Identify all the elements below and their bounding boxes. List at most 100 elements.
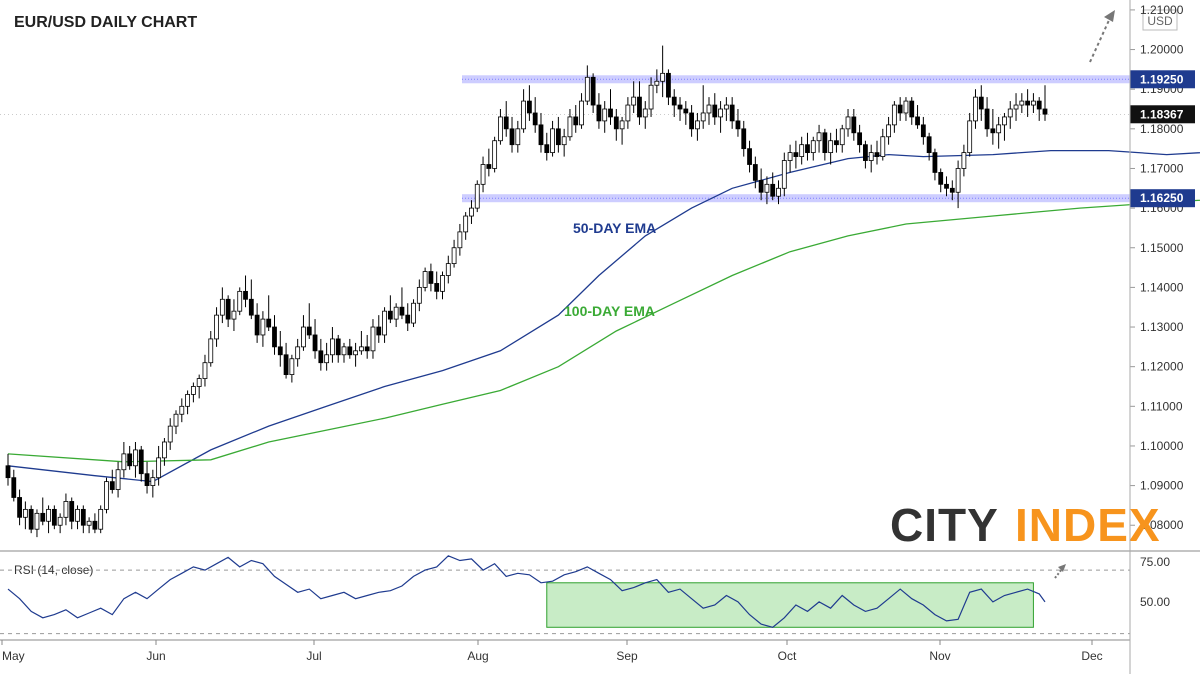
candle-body-down	[277, 346, 283, 356]
candle-body-up	[440, 275, 445, 292]
ema100-annotation: 100-DAY EMA	[564, 303, 655, 319]
candle	[949, 180, 955, 201]
candle-body-up	[695, 120, 700, 130]
candle-body-down	[978, 96, 984, 110]
candle	[86, 517, 92, 534]
candle-body-up	[654, 80, 660, 86]
candle-body-up	[816, 132, 822, 142]
candle-body-up	[474, 183, 480, 209]
candle-body-up	[190, 386, 196, 395]
candle-body-up	[237, 290, 243, 312]
candle	[874, 140, 880, 165]
candle	[451, 239, 457, 268]
candle-body-up	[723, 104, 729, 110]
candle	[920, 116, 926, 145]
candle	[202, 354, 208, 387]
candle-body-up	[903, 100, 909, 114]
candle-body-down	[666, 72, 671, 98]
candle-body-up	[799, 144, 805, 157]
time-tick-label: Nov	[929, 649, 950, 663]
candle-body-down	[138, 449, 144, 475]
candle	[700, 85, 706, 129]
price-tick-label: 1.14000	[1140, 280, 1184, 294]
candle	[422, 267, 428, 292]
candle-body-up	[781, 160, 787, 189]
candle-body-down	[932, 152, 938, 173]
candle-body-up	[133, 449, 138, 467]
candle	[358, 330, 364, 355]
price-levels	[0, 75, 1130, 203]
city-index-logo: CITY INDEX	[890, 499, 1160, 551]
candle	[695, 112, 700, 141]
candle-body-up	[469, 207, 474, 217]
candle-body-down	[805, 144, 810, 154]
candle	[80, 505, 86, 534]
candle-body-down	[671, 96, 677, 106]
candle	[776, 180, 781, 205]
candle	[619, 116, 625, 145]
candle	[277, 330, 283, 367]
price-tick-label: 1.11000	[1140, 399, 1183, 413]
candle	[608, 89, 613, 125]
candle	[28, 505, 34, 534]
candle	[109, 469, 115, 494]
candle-body-down	[596, 104, 602, 122]
candle	[955, 160, 961, 209]
candle-body-down	[5, 465, 11, 479]
candle-body-up	[787, 152, 793, 161]
candle	[69, 497, 75, 530]
candle	[370, 319, 376, 359]
candle-body-up	[104, 481, 109, 510]
time-tick-label: Aug	[467, 649, 488, 663]
candle	[625, 97, 631, 129]
candle	[312, 319, 318, 359]
candle-body-up	[451, 247, 457, 265]
candle-body-up	[515, 128, 521, 146]
time-tick-label: Jul	[306, 649, 321, 663]
candle	[411, 299, 416, 328]
price-tick-label: 1.09000	[1140, 479, 1184, 493]
candle-body-up	[550, 128, 555, 154]
candle	[880, 128, 886, 161]
candle	[961, 144, 967, 177]
candle	[1013, 93, 1019, 121]
candle	[440, 271, 445, 300]
candle-body-down	[637, 96, 642, 118]
candle-body-up	[955, 168, 961, 193]
candle-body-down	[555, 128, 561, 146]
candle	[445, 255, 451, 284]
candle	[1036, 97, 1042, 121]
candle-body-up	[162, 441, 167, 459]
candle-body-down	[926, 136, 932, 154]
candle	[584, 65, 590, 106]
last-price-bg	[1130, 105, 1195, 124]
candle-body-down	[347, 346, 353, 356]
candle-body-down	[944, 183, 949, 189]
candle	[318, 338, 324, 371]
candle	[851, 109, 857, 141]
time-tick-label: Dec	[1081, 649, 1102, 663]
candle	[387, 295, 393, 324]
ema-lines	[7, 149, 1200, 483]
candle	[1007, 101, 1013, 129]
candle-body-down	[318, 350, 324, 364]
candle	[364, 334, 370, 359]
candle	[492, 136, 498, 173]
candle	[144, 461, 150, 494]
candle	[758, 168, 764, 201]
candle	[654, 69, 660, 94]
candle-body-up	[642, 108, 648, 118]
candle	[555, 116, 561, 153]
candle-body-up	[121, 453, 127, 471]
candle-body-up	[219, 298, 225, 316]
candle-body-down	[254, 314, 260, 336]
candle	[752, 156, 758, 189]
candle	[115, 461, 121, 498]
candle	[689, 105, 695, 137]
candle	[590, 73, 596, 113]
currency-label-box	[1142, 9, 1178, 31]
candle-body-up	[46, 508, 51, 522]
candle	[260, 311, 266, 347]
candle-body-down	[689, 112, 695, 130]
